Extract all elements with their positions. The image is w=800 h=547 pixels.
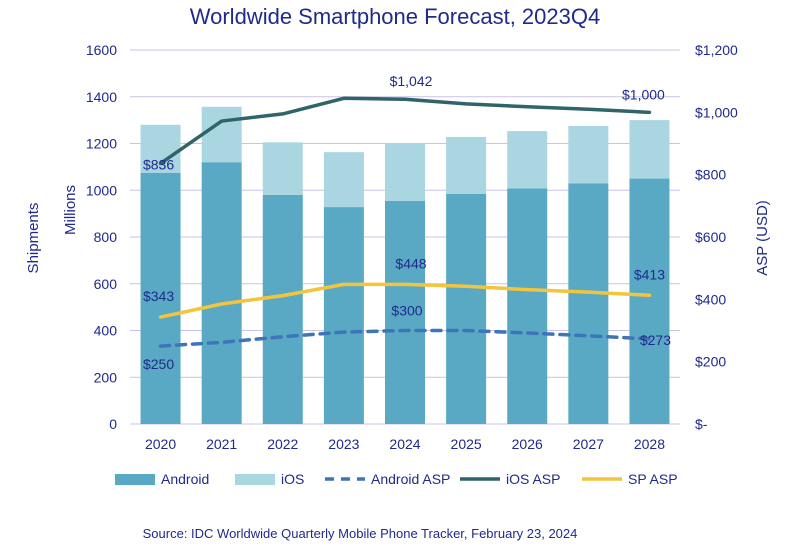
left-tick-label: 600 (94, 276, 118, 292)
left-tick-label: 1000 (86, 182, 117, 198)
left-tick-label: 800 (94, 229, 118, 245)
ios-bar (201, 106, 242, 163)
android-bar (140, 172, 181, 424)
right-tick-label: $- (695, 416, 708, 432)
right-axis-ticks: $- $200 $400 $600 $800 $1,000 $1,200 (695, 42, 738, 432)
asp-data-label: $250 (143, 356, 174, 372)
right-tick-label: $400 (695, 291, 726, 307)
legend-label: iOS (281, 471, 304, 487)
ios-bar (323, 152, 364, 208)
left-tick-label: 200 (94, 369, 118, 385)
ios-bar (385, 143, 425, 201)
asp-data-label: $413 (634, 266, 665, 282)
ios-bar (629, 120, 670, 179)
x-tick-label: 2021 (206, 436, 237, 452)
x-tick-label: 2026 (512, 436, 543, 452)
right-tick-label: $800 (695, 167, 726, 183)
left-axis-ticks: 0 200 400 600 800 1000 1200 1400 1600 (86, 42, 117, 432)
legend-label: SP ASP (628, 471, 678, 487)
android-bar (629, 178, 670, 424)
android-bar (201, 162, 242, 424)
x-axis-ticks: 2020 2021 2022 2023 2024 2025 2026 2027 2028 (145, 436, 665, 452)
right-tick-label: $1,000 (695, 104, 738, 120)
x-tick-label: 2023 (328, 436, 359, 452)
sp-asp-line (158, 282, 652, 319)
android-bar (262, 194, 303, 424)
left-tick-label: 1200 (86, 136, 117, 152)
android-bar (507, 188, 548, 424)
data-labels: $836 $1,042 $1,000 $343 $448 $413 $250 $300 $273 (143, 73, 671, 372)
ios-bar (446, 136, 487, 194)
legend-label: Android ASP (371, 471, 450, 487)
ios-bar (507, 131, 548, 189)
left-axis-subtitle: Millions (62, 185, 79, 235)
left-tick-label: 1600 (86, 42, 117, 58)
x-tick-label: 2027 (573, 436, 604, 452)
x-tick-label: 2022 (267, 436, 298, 452)
android-bar (323, 207, 364, 424)
android-bar (446, 193, 487, 424)
source-note: Source: IDC Worldwide Quarterly Mobile P… (143, 526, 578, 541)
left-tick-label: 0 (109, 416, 117, 432)
ios-bar (568, 125, 609, 184)
android-bar (385, 200, 425, 424)
asp-data-label: $1,000 (622, 86, 665, 102)
legend-label: Android (161, 471, 209, 487)
asp-data-label: $1,042 (390, 73, 433, 89)
ios-asp-line (158, 96, 652, 166)
asp-data-label: $343 (143, 288, 174, 304)
right-tick-label: $600 (695, 229, 726, 245)
x-tick-label: 2020 (145, 436, 176, 452)
legend: Android iOS Android ASP iOS ASP SP ASP (115, 471, 678, 487)
chart-title: Worldwide Smartphone Forecast, 2023Q4 (190, 4, 600, 29)
bars (140, 106, 670, 424)
asp-data-label: $273 (640, 332, 671, 348)
ios-bar (262, 142, 303, 195)
android-asp-line (158, 328, 652, 348)
x-tick-label: 2024 (389, 436, 420, 452)
asp-data-label: $448 (395, 255, 426, 271)
asp-data-label: $836 (143, 156, 174, 172)
asp-lines (158, 96, 652, 348)
x-tick-label: 2025 (451, 436, 482, 452)
legend-label: iOS ASP (506, 471, 560, 487)
left-axis-title: Shipments (25, 203, 42, 274)
left-tick-label: 400 (94, 323, 118, 339)
right-tick-label: $1,200 (695, 42, 738, 58)
left-tick-label: 1400 (86, 89, 117, 105)
asp-data-label: $300 (391, 303, 422, 319)
right-tick-label: $200 (695, 354, 726, 370)
android-bar (568, 183, 609, 424)
android-legend-swatch (115, 474, 155, 485)
x-tick-label: 2028 (634, 436, 665, 452)
ios-legend-swatch (235, 474, 275, 485)
right-axis-title: ASP (USD) (754, 200, 771, 276)
